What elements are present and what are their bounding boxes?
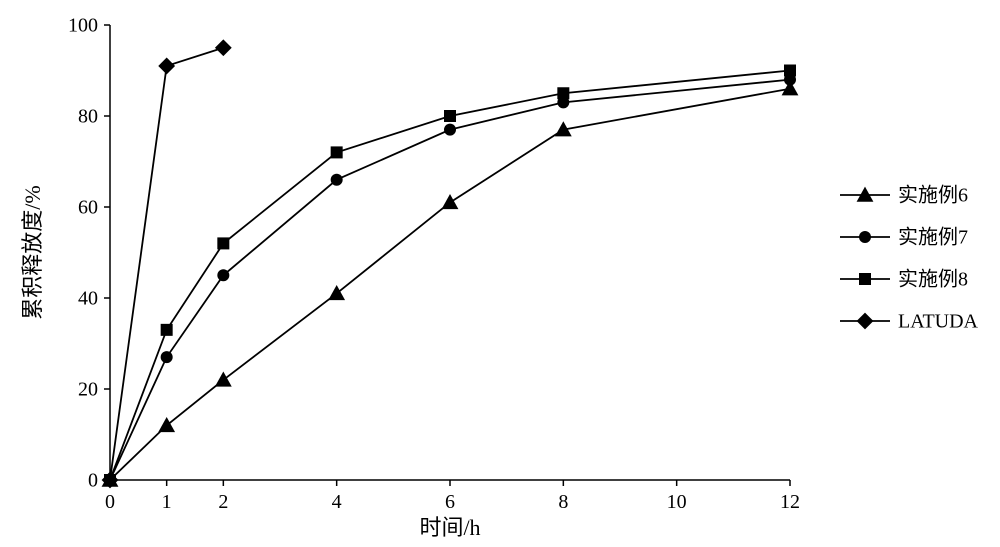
svg-text:80: 80 (78, 106, 98, 128)
svg-text:4: 4 (332, 491, 342, 513)
svg-text:60: 60 (78, 197, 98, 219)
svg-text:2: 2 (218, 491, 228, 513)
svg-text:实施例7: 实施例7 (898, 226, 968, 249)
svg-text:0: 0 (105, 491, 115, 513)
svg-text:时间/h: 时间/h (419, 515, 480, 540)
svg-text:6: 6 (445, 491, 455, 513)
svg-text:10: 10 (667, 491, 687, 513)
svg-text:LATUDA: LATUDA (898, 311, 979, 333)
svg-text:1: 1 (162, 491, 172, 513)
chart-container: 0124681012020406080100时间/h累积释放度/%实施例6实施例… (0, 0, 1000, 547)
svg-text:累积释放度/%: 累积释放度/% (20, 185, 45, 319)
line-chart: 0124681012020406080100时间/h累积释放度/%实施例6实施例… (0, 0, 1000, 547)
svg-text:8: 8 (558, 491, 568, 513)
svg-text:12: 12 (780, 491, 800, 513)
svg-text:100: 100 (68, 15, 98, 37)
svg-text:20: 20 (78, 379, 98, 401)
svg-text:40: 40 (78, 288, 98, 310)
svg-text:0: 0 (88, 470, 98, 492)
svg-text:实施例8: 实施例8 (898, 268, 968, 291)
svg-text:实施例6: 实施例6 (898, 184, 968, 207)
